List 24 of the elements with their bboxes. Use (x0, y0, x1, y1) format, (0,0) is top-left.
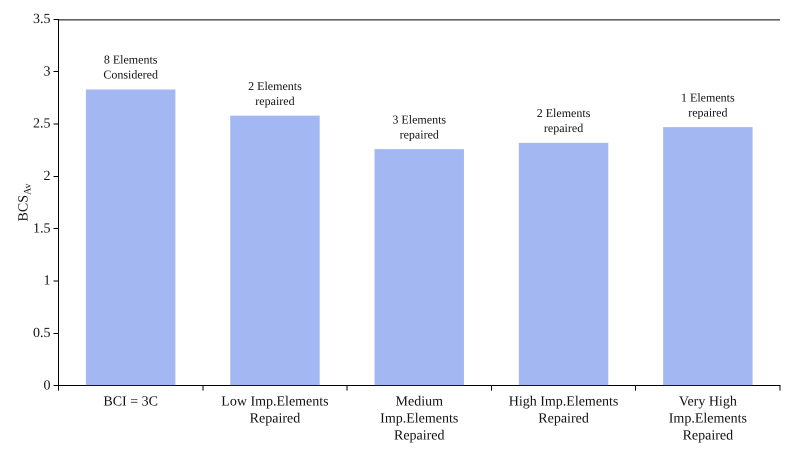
x-tick-label: Low Imp.Elements Repaired (221, 394, 329, 426)
bar (86, 90, 176, 386)
x-tick-label: Very High Imp.Elements Repaired (668, 394, 747, 444)
annotation: 2 Elements repaired (536, 106, 591, 136)
x-tick-label: Medium Imp.Elements Repaired (380, 394, 458, 444)
annotation: 8 Elements Considered (103, 52, 158, 82)
annotation: 3 Elements repaired (392, 112, 446, 142)
bar (518, 142, 608, 386)
y-tick-label: 1.5 (33, 221, 50, 236)
x-tick-label: BCI = 3C (103, 394, 158, 410)
y-tick-label: 3.5 (33, 12, 50, 28)
annotation: 2 Elements repaired (248, 78, 302, 108)
y-tick-label: 2 (44, 169, 50, 184)
y-axis-title: BCSAv (16, 184, 34, 222)
bar (374, 149, 464, 386)
y-tick-label: 0 (44, 378, 50, 394)
y-tick-label: 1 (44, 274, 50, 289)
x-tick-label: High Imp.Elements Repaired (508, 394, 618, 426)
bar (230, 116, 320, 386)
bar (663, 127, 753, 386)
y-tick-label: 0.5 (33, 326, 50, 341)
y-tick-label: 2.5 (33, 116, 50, 132)
annotation: 1 Elements repaired (681, 90, 736, 120)
y-tick-label: 3 (44, 64, 50, 80)
